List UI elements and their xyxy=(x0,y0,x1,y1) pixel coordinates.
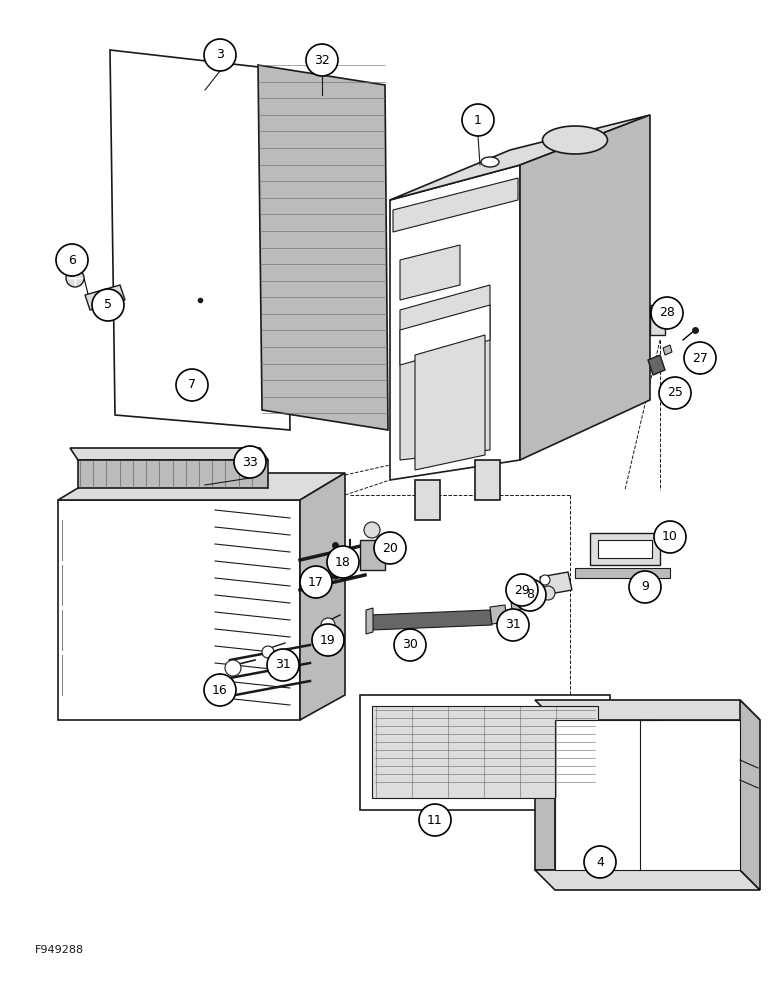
Circle shape xyxy=(176,369,208,401)
Text: 3: 3 xyxy=(216,48,224,62)
Text: 33: 33 xyxy=(242,456,258,468)
Polygon shape xyxy=(540,572,572,595)
Polygon shape xyxy=(663,345,672,355)
Polygon shape xyxy=(490,605,507,624)
Ellipse shape xyxy=(543,126,608,154)
Circle shape xyxy=(503,610,517,624)
Text: 5: 5 xyxy=(104,298,112,312)
Circle shape xyxy=(540,575,550,585)
Text: 30: 30 xyxy=(402,639,418,652)
Text: 7: 7 xyxy=(188,378,196,391)
Polygon shape xyxy=(575,568,670,578)
Polygon shape xyxy=(70,448,268,460)
Polygon shape xyxy=(415,335,485,470)
Circle shape xyxy=(374,532,406,564)
Text: 10: 10 xyxy=(662,530,678,544)
Circle shape xyxy=(462,104,494,136)
Text: 16: 16 xyxy=(212,684,228,696)
Polygon shape xyxy=(555,720,740,870)
Circle shape xyxy=(92,289,124,321)
Circle shape xyxy=(234,446,266,478)
Polygon shape xyxy=(390,115,650,200)
Polygon shape xyxy=(590,533,660,565)
Polygon shape xyxy=(598,540,652,558)
Circle shape xyxy=(306,44,338,76)
Polygon shape xyxy=(370,610,492,630)
Text: 19: 19 xyxy=(320,634,336,647)
Circle shape xyxy=(321,618,335,632)
Text: 27: 27 xyxy=(692,352,708,364)
Circle shape xyxy=(66,269,84,287)
Circle shape xyxy=(56,244,88,276)
Polygon shape xyxy=(258,65,388,430)
Polygon shape xyxy=(400,285,490,460)
Polygon shape xyxy=(510,592,532,610)
Circle shape xyxy=(204,674,236,706)
Circle shape xyxy=(364,522,380,538)
Polygon shape xyxy=(400,245,460,300)
Polygon shape xyxy=(740,700,760,890)
Circle shape xyxy=(659,377,691,409)
Text: 9: 9 xyxy=(641,580,649,593)
Polygon shape xyxy=(85,285,125,310)
Text: 31: 31 xyxy=(275,658,291,672)
Text: F949288: F949288 xyxy=(35,945,84,955)
Circle shape xyxy=(584,846,616,878)
Text: 17: 17 xyxy=(308,576,324,588)
Text: 11: 11 xyxy=(427,814,443,826)
Text: 32: 32 xyxy=(314,53,330,66)
Circle shape xyxy=(497,609,529,641)
Polygon shape xyxy=(475,460,500,500)
Circle shape xyxy=(394,629,426,661)
Text: 31: 31 xyxy=(505,618,521,632)
Circle shape xyxy=(506,574,538,606)
Polygon shape xyxy=(535,870,760,890)
Circle shape xyxy=(225,660,241,676)
Circle shape xyxy=(300,566,332,598)
Polygon shape xyxy=(58,473,345,500)
Polygon shape xyxy=(58,500,300,720)
Text: 6: 6 xyxy=(68,253,76,266)
Ellipse shape xyxy=(481,157,499,167)
Polygon shape xyxy=(415,480,440,520)
Text: 1: 1 xyxy=(474,113,482,126)
Polygon shape xyxy=(300,473,345,720)
Circle shape xyxy=(651,297,683,329)
Circle shape xyxy=(312,624,344,656)
Polygon shape xyxy=(535,700,760,720)
Polygon shape xyxy=(372,706,598,798)
Circle shape xyxy=(419,804,451,836)
Polygon shape xyxy=(648,355,665,375)
Text: 29: 29 xyxy=(514,584,530,596)
Polygon shape xyxy=(393,178,518,232)
Polygon shape xyxy=(400,305,490,365)
Circle shape xyxy=(629,571,661,603)
Circle shape xyxy=(267,649,299,681)
Circle shape xyxy=(684,342,716,374)
Circle shape xyxy=(654,521,686,553)
Polygon shape xyxy=(360,695,610,810)
Text: 20: 20 xyxy=(382,542,398,554)
Polygon shape xyxy=(360,540,385,570)
Circle shape xyxy=(262,646,274,658)
Text: 4: 4 xyxy=(596,856,604,868)
Circle shape xyxy=(514,579,546,611)
Polygon shape xyxy=(366,608,373,634)
Polygon shape xyxy=(520,115,650,460)
Text: 8: 8 xyxy=(526,588,534,601)
Circle shape xyxy=(327,546,359,578)
Text: 18: 18 xyxy=(335,556,351,568)
Text: 25: 25 xyxy=(667,386,683,399)
Polygon shape xyxy=(650,305,680,335)
Polygon shape xyxy=(535,720,555,870)
Text: 28: 28 xyxy=(659,306,675,320)
Polygon shape xyxy=(390,165,520,480)
Circle shape xyxy=(204,39,236,71)
Polygon shape xyxy=(78,460,268,488)
Polygon shape xyxy=(110,50,290,430)
Circle shape xyxy=(541,586,555,600)
